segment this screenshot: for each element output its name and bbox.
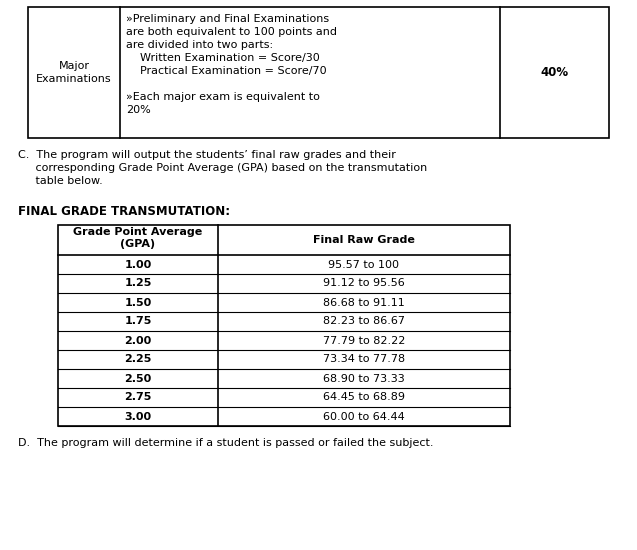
Text: 64.45 to 68.89: 64.45 to 68.89 (323, 393, 405, 403)
Text: C.  The program will output the students’ final raw grades and their: C. The program will output the students’… (18, 150, 396, 160)
Text: 2.25: 2.25 (124, 355, 152, 365)
Text: 2.50: 2.50 (124, 373, 152, 383)
Text: 1.75: 1.75 (124, 316, 152, 327)
Text: 2.00: 2.00 (124, 336, 152, 345)
Text: 1.00: 1.00 (124, 260, 152, 270)
Text: corresponding Grade Point Average (GPA) based on the transmutation: corresponding Grade Point Average (GPA) … (18, 163, 427, 173)
Bar (28, 7, 609, 138)
Text: Grade Point Average: Grade Point Average (73, 227, 203, 237)
Text: are both equivalent to 100 points and: are both equivalent to 100 points and (126, 27, 337, 37)
Text: 68.90 to 73.33: 68.90 to 73.33 (323, 373, 405, 383)
Text: 1.25: 1.25 (124, 278, 152, 289)
Text: »Each major exam is equivalent to: »Each major exam is equivalent to (126, 92, 320, 102)
Text: FINAL GRADE TRANSMUTATION:: FINAL GRADE TRANSMUTATION: (18, 205, 230, 218)
Text: Written Examination = Score/30: Written Examination = Score/30 (126, 53, 320, 63)
Text: 2.75: 2.75 (124, 393, 152, 403)
Text: 73.34 to 77.78: 73.34 to 77.78 (323, 355, 405, 365)
Bar (58, 225, 510, 426)
Text: 20%: 20% (126, 105, 151, 115)
Text: 40%: 40% (540, 66, 569, 79)
Text: D.  The program will determine if a student is passed or failed the subject.: D. The program will determine if a stude… (18, 438, 434, 448)
Text: 1.50: 1.50 (124, 298, 152, 307)
Text: Practical Examination = Score/70: Practical Examination = Score/70 (126, 66, 327, 76)
Text: (GPA): (GPA) (120, 239, 155, 249)
Text: table below.: table below. (18, 176, 103, 186)
Text: Major
Examinations: Major Examinations (36, 61, 112, 84)
Text: 77.79 to 82.22: 77.79 to 82.22 (323, 336, 405, 345)
Text: »Preliminary and Final Examinations: »Preliminary and Final Examinations (126, 14, 329, 24)
Text: 60.00 to 64.44: 60.00 to 64.44 (323, 411, 405, 421)
Text: 3.00: 3.00 (124, 411, 152, 421)
Text: are divided into two parts:: are divided into two parts: (126, 40, 273, 50)
Text: 86.68 to 91.11: 86.68 to 91.11 (323, 298, 405, 307)
Text: 95.57 to 100: 95.57 to 100 (329, 260, 399, 270)
Text: Final Raw Grade: Final Raw Grade (313, 235, 415, 245)
Text: 82.23 to 86.67: 82.23 to 86.67 (323, 316, 405, 327)
Text: 91.12 to 95.56: 91.12 to 95.56 (323, 278, 405, 289)
